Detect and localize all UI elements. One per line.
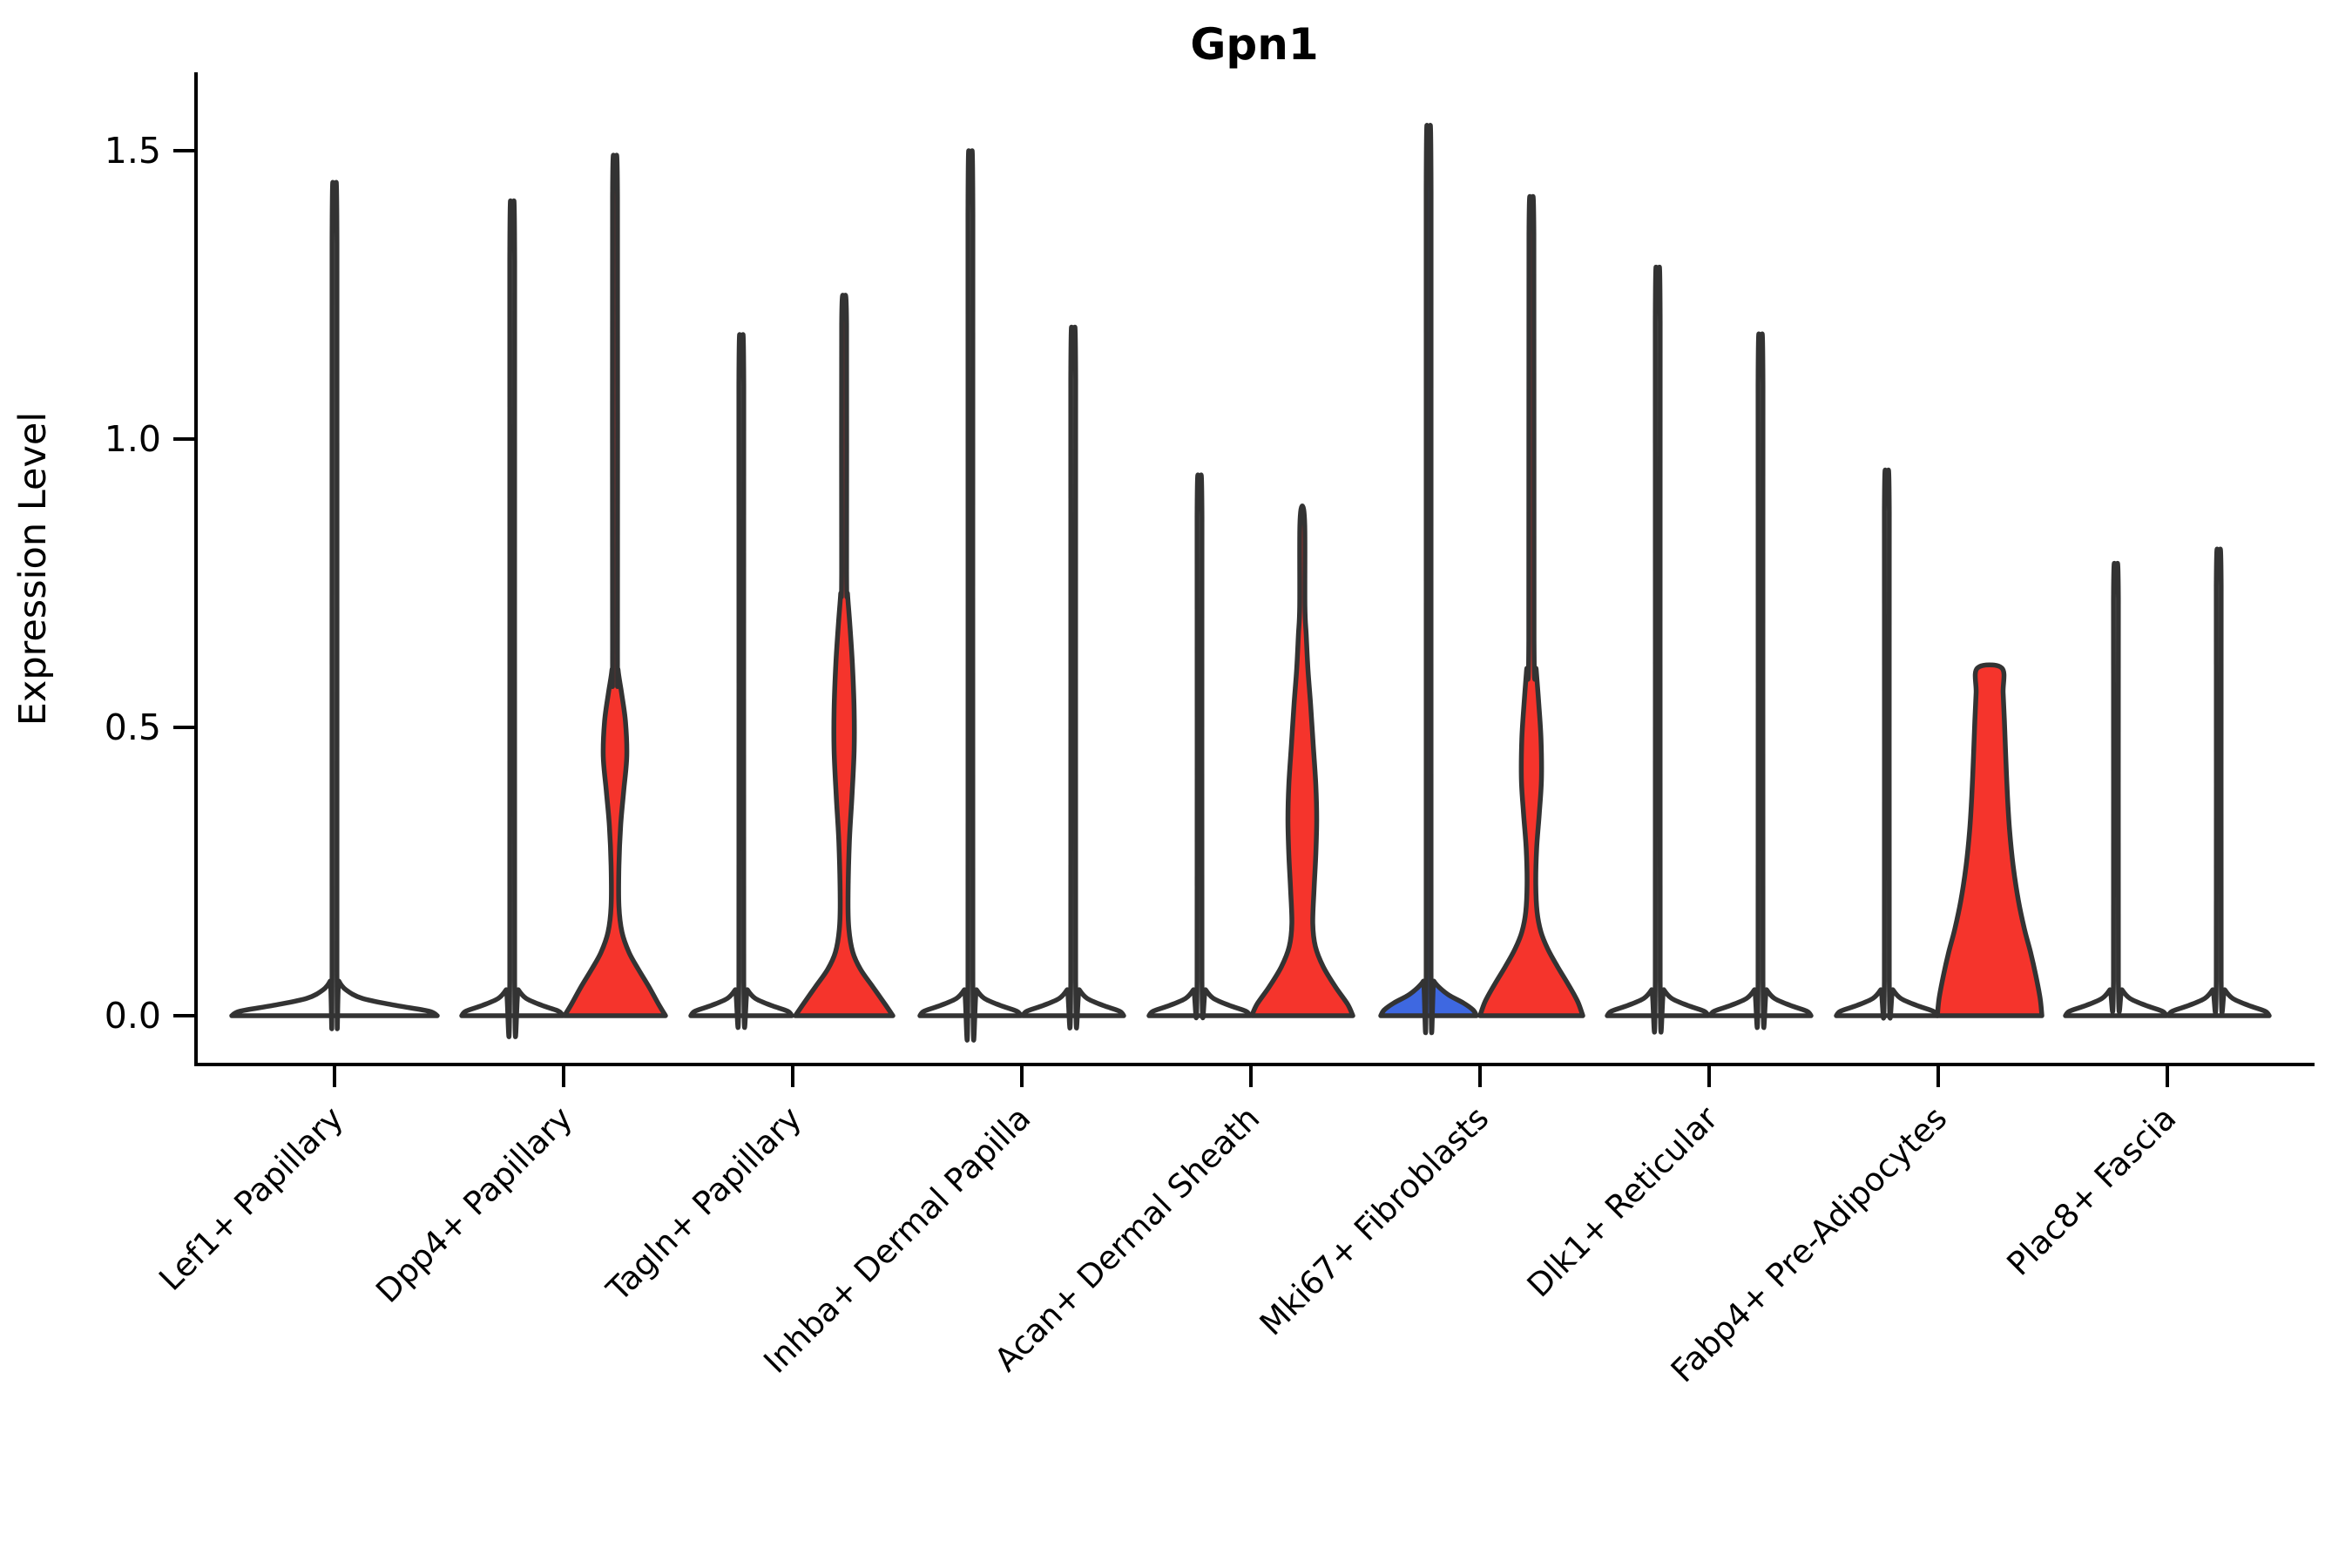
violin-2-right <box>793 293 896 1018</box>
x-category-label: Plac8+ Fascia <box>2000 1099 2184 1283</box>
violin-5-left <box>1378 123 1479 1036</box>
violin-3-left <box>917 148 1024 1043</box>
violin-5-right <box>1477 193 1585 1018</box>
y-tick-label: 1.0 <box>105 418 161 460</box>
violins-layer <box>229 123 2272 1043</box>
y-tick-label: 0.5 <box>105 706 161 748</box>
violin-0-single <box>229 179 440 1031</box>
y-axis-label: Expression Level <box>11 412 55 727</box>
violin-6-left <box>1605 264 1711 1035</box>
violin-3-right <box>1020 324 1126 1031</box>
violin-7-left <box>1834 467 1940 1021</box>
x-category-label: Inhba+ Dermal Papilla <box>756 1099 1037 1381</box>
x-category-label: Lef1+ Papillary <box>152 1099 350 1298</box>
violin-8-left <box>2063 560 2169 1018</box>
x-category-label: Dlk1+ Reticular <box>1520 1098 1726 1304</box>
violin-8-right <box>2166 546 2272 1018</box>
violin-4-right <box>1249 504 1355 1018</box>
violin-7-right <box>1935 662 2044 1018</box>
y-tick-label: 0.0 <box>105 995 161 1037</box>
violin-2-left <box>688 332 794 1031</box>
plot-title: Gpn1 <box>1190 19 1318 70</box>
x-category-label: Acan+ Dermal Sheath <box>987 1099 1267 1379</box>
violin-1-right <box>562 152 668 1018</box>
violin-1-left <box>459 198 565 1039</box>
y-tick-label: 1.5 <box>105 130 161 172</box>
violin-6-right <box>1707 331 1814 1031</box>
violin-4-left <box>1146 472 1253 1021</box>
x-category-label: Dpp4+ Papillary <box>368 1099 579 1310</box>
x-category-label: Mki67+ Fibroblasts <box>1253 1099 1497 1343</box>
x-category-label: Tagln+ Papillary <box>599 1099 809 1309</box>
